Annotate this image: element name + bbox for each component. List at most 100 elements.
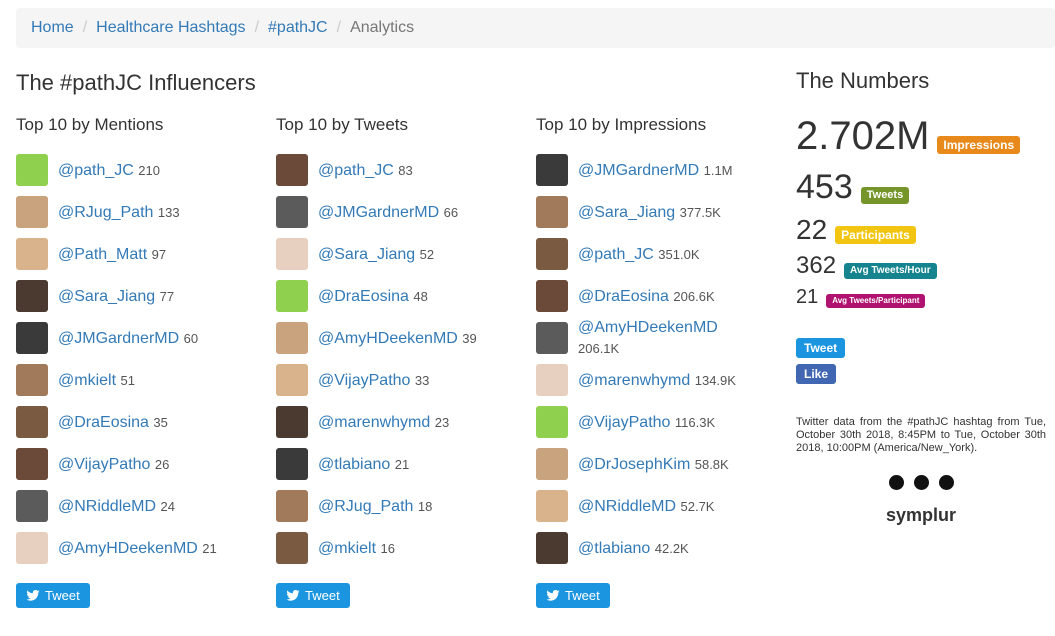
influencer-text: @AmyHDeekenMD 39 xyxy=(318,328,477,349)
stat-value: 362 xyxy=(796,252,837,279)
influencer-handle[interactable]: @Sara_Jiang xyxy=(58,287,156,305)
influencer-row: @RJug_Path 133 xyxy=(16,191,266,233)
influencer-handle[interactable]: @AmyHDeekenMD xyxy=(318,329,458,347)
influencer-handle[interactable]: @path_JC xyxy=(318,161,394,179)
breadcrumb-item[interactable]: #pathJC xyxy=(268,19,328,36)
avatar xyxy=(536,406,568,438)
influencer-handle[interactable]: @JMGardnerMD xyxy=(578,161,700,179)
influencer-count: 21 xyxy=(394,456,410,472)
influencer-row: @Sara_Jiang 52 xyxy=(276,233,526,275)
influencer-handle[interactable]: @tlabiano xyxy=(318,455,391,473)
influencer-handle[interactable]: @DraEosina xyxy=(58,413,149,431)
bird-icon xyxy=(286,589,300,601)
influencer-handle[interactable]: @AmyHDeekenMD xyxy=(58,539,198,557)
logo: symplur xyxy=(796,475,1046,526)
influencer-handle[interactable]: @RJug_Path xyxy=(58,203,154,221)
influencer-handle[interactable]: @VijayPatho xyxy=(578,413,671,431)
influencer-text: @path_JC 210 xyxy=(58,160,160,181)
influencer-count: 133 xyxy=(157,204,180,220)
avatar xyxy=(276,322,308,354)
breadcrumb-separator: / xyxy=(254,19,260,36)
stat: 22 Participants xyxy=(796,216,1046,244)
breadcrumb-item[interactable]: Home xyxy=(31,19,74,36)
influencer-handle[interactable]: @tlabiano xyxy=(578,539,651,557)
influencer-handle[interactable]: @DraEosina xyxy=(578,287,669,305)
influencer-handle[interactable]: @mkielt xyxy=(318,539,377,557)
bird-icon xyxy=(546,589,560,601)
breadcrumb-separator: / xyxy=(82,19,88,36)
influencer-text: @NRiddleMD 52.7K xyxy=(578,496,714,517)
influencer-row: @NRiddleMD 52.7K xyxy=(536,485,786,527)
influencer-handle[interactable]: @JMGardnerMD xyxy=(318,203,440,221)
note-suffix: hashtag from Tue, October 30th 2018, 8:4… xyxy=(796,416,1047,454)
influencer-handle[interactable]: @Sara_Jiang xyxy=(318,245,416,263)
influencer-text: @AmyHDeekenMD 21 xyxy=(58,538,217,559)
influencer-row: @VijayPatho 26 xyxy=(16,443,266,485)
influencer-count: 377.5K xyxy=(679,204,721,220)
avatar xyxy=(16,154,48,186)
influencer-count: 351.0K xyxy=(658,246,700,262)
note-link[interactable]: #pathJC xyxy=(907,416,949,428)
influencer-row: @mkielt 16 xyxy=(276,527,526,569)
influencer-row: @VijayPatho 33 xyxy=(276,359,526,401)
influencer-handle[interactable]: @RJug_Path xyxy=(318,497,414,515)
influencer-text: @DraEosina 206.6K xyxy=(578,286,715,307)
avatar xyxy=(536,196,568,228)
influencer-row: @Path_Matt 97 xyxy=(16,233,266,275)
stat: 2.702M Impressions xyxy=(796,116,1046,156)
influencer-count: 26 xyxy=(154,456,170,472)
influencer-count: 16 xyxy=(380,540,395,556)
stat-label: Tweets xyxy=(860,187,910,204)
avatar xyxy=(536,364,568,396)
influencer-handle[interactable]: @path_JC xyxy=(58,161,134,179)
influencer-count: 33 xyxy=(414,372,430,388)
influencer-handle[interactable]: @NRiddleMD xyxy=(578,497,677,515)
tweet-button[interactable]: Tweet xyxy=(796,338,846,358)
influencer-count: 116.3K xyxy=(674,414,716,430)
avatar xyxy=(536,322,568,354)
tweet-button[interactable]: Tweet xyxy=(16,583,90,608)
influencer-handle[interactable]: @marenwhymd xyxy=(318,413,431,431)
influencer-handle[interactable]: @JMGardnerMD xyxy=(58,329,180,347)
tweet-button[interactable]: Tweet xyxy=(276,583,350,608)
influencer-row: @path_JC 351.0K xyxy=(536,233,786,275)
avatar xyxy=(276,406,308,438)
influencer-handle[interactable]: @DrJosephKim xyxy=(578,455,691,473)
tweet-button[interactable]: Tweet xyxy=(536,583,610,608)
influencer-count: 42.2K xyxy=(654,540,689,556)
stat-value: 2.702M xyxy=(796,114,930,158)
influencer-handle[interactable]: @path_JC xyxy=(578,245,654,263)
avatar xyxy=(276,448,308,480)
influencer-row: @mkielt 51 xyxy=(16,359,266,401)
influencer-handle[interactable]: @Path_Matt xyxy=(58,245,148,263)
influencer-row: @path_JC 83 xyxy=(276,149,526,191)
influencer-handle[interactable]: @mkielt xyxy=(58,371,117,389)
influencer-count: 77 xyxy=(159,288,175,304)
influencer-handle[interactable]: @marenwhymd xyxy=(578,371,691,389)
influencer-handle[interactable]: @VijayPatho xyxy=(318,371,411,389)
influencer-handle[interactable]: @DraEosina xyxy=(318,287,409,305)
influencer-handle[interactable]: @Sara_Jiang xyxy=(578,203,676,221)
like-button[interactable]: Like xyxy=(796,364,837,384)
influencer-handle[interactable]: @VijayPatho xyxy=(58,455,151,473)
numbers-panel: The Numbers 2.702M Impressions 453 Tweets 22 P… xyxy=(796,68,1046,526)
influencer-count: 66 xyxy=(443,204,459,220)
stat-label: Avg Tweets/Hour xyxy=(844,263,937,279)
avatar xyxy=(16,406,48,438)
avatar xyxy=(536,154,568,186)
influencer-handle[interactable]: @NRiddleMD xyxy=(58,497,157,515)
influencer-text: @DrJosephKim 58.8K xyxy=(578,454,729,475)
avatar xyxy=(16,364,48,396)
influencer-text: @tlabiano 42.2K xyxy=(578,538,689,559)
influencer-handle[interactable]: @AmyHDeekenMD xyxy=(578,319,718,336)
influencer-row: @Sara_Jiang 77 xyxy=(16,275,266,317)
influencer-text: @JMGardnerMD 1.1M xyxy=(578,160,733,181)
tweet-button-label: Tweet xyxy=(45,588,80,603)
influencer-text: @NRiddleMD 24 xyxy=(58,496,175,517)
tweet-button-label: Tweet xyxy=(804,341,838,355)
bird-icon xyxy=(26,589,40,601)
influencer-text: @RJug_Path 133 xyxy=(58,202,180,223)
stat-value: 21 xyxy=(796,286,819,308)
breadcrumb-item[interactable]: Healthcare Hashtags xyxy=(96,19,246,36)
